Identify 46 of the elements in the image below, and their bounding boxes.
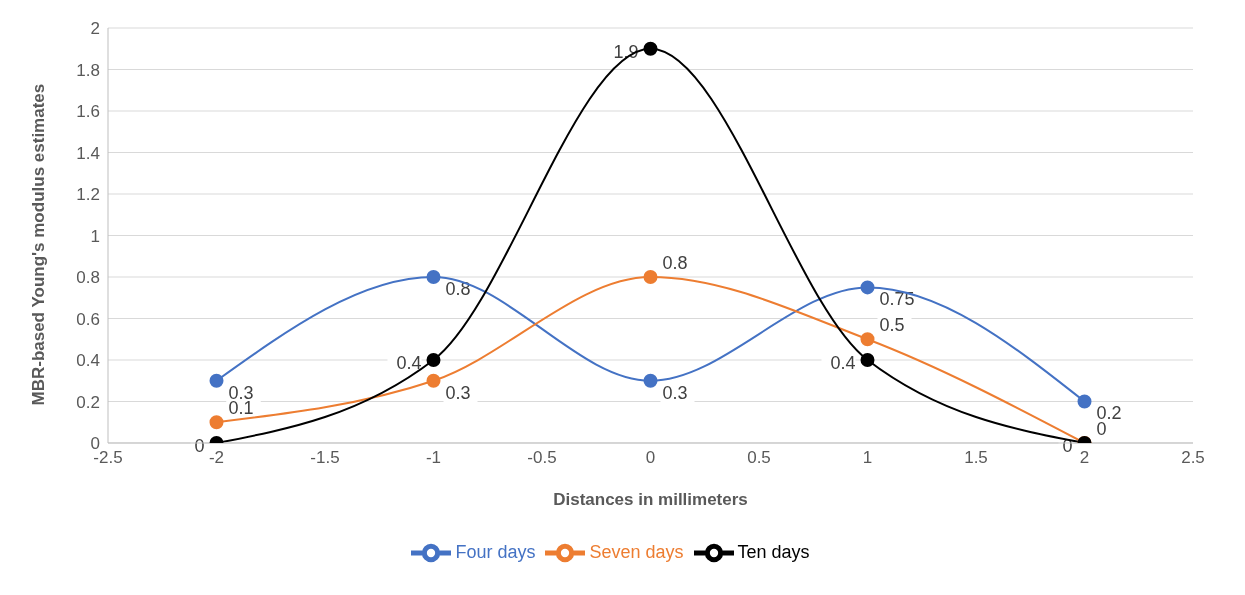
x-tick-label: -1.5	[310, 448, 340, 468]
y-tick-label: 1.6	[76, 102, 100, 122]
x-axis-title: Distances in millimeters	[553, 490, 748, 509]
y-axis-title: MBR-based Young's modulus estimates	[29, 83, 49, 406]
point	[426, 270, 441, 284]
legend-label: Four days	[455, 541, 536, 562]
y-tick-label: 2	[90, 19, 100, 39]
y-tick-label: 1	[90, 226, 100, 246]
point	[643, 41, 658, 56]
y-tick-label: 0.4	[76, 351, 100, 371]
data-label: 0.3	[445, 382, 471, 403]
data-label: 0.1	[228, 398, 254, 418]
x-tick-label: -2	[208, 448, 225, 468]
point	[426, 373, 441, 388]
x-tick-label: 2	[1079, 448, 1090, 468]
point	[643, 270, 658, 284]
legend-label: Seven days	[589, 541, 684, 562]
data-label: 0.75	[879, 289, 915, 310]
legend-label: Ten days	[737, 541, 810, 562]
y-tick-label: 0.2	[76, 392, 100, 412]
x-tick-label: 2.5	[1181, 448, 1205, 468]
data-label: 0	[1096, 418, 1107, 439]
y-tick-label: 1.4	[76, 143, 100, 163]
point	[426, 353, 441, 367]
x-tick-label: 0.5	[747, 448, 771, 468]
point	[1077, 394, 1092, 409]
x-tick-label: 1	[862, 448, 873, 468]
y-tick-label: 1.2	[76, 185, 100, 205]
data-label: 0.3	[662, 382, 688, 403]
point	[209, 373, 224, 388]
y-tick-label: 1.8	[76, 60, 100, 80]
data-label: 0.8	[662, 252, 688, 273]
point	[860, 353, 875, 367]
data-label: 0.5	[879, 315, 905, 335]
point	[643, 373, 658, 388]
x-tick-label: -0.5	[527, 448, 557, 468]
y-tick-label: 0.6	[76, 309, 100, 329]
x-tick-label: -1	[425, 448, 442, 468]
point	[209, 415, 224, 430]
point	[860, 332, 875, 347]
x-tick-label: 1.5	[964, 448, 988, 468]
point	[860, 280, 875, 295]
y-tick-label: 0.8	[76, 268, 100, 288]
data-label: 0.4	[830, 352, 856, 373]
data-label: 0.4	[396, 352, 422, 373]
x-tick-label: 0	[645, 448, 656, 468]
